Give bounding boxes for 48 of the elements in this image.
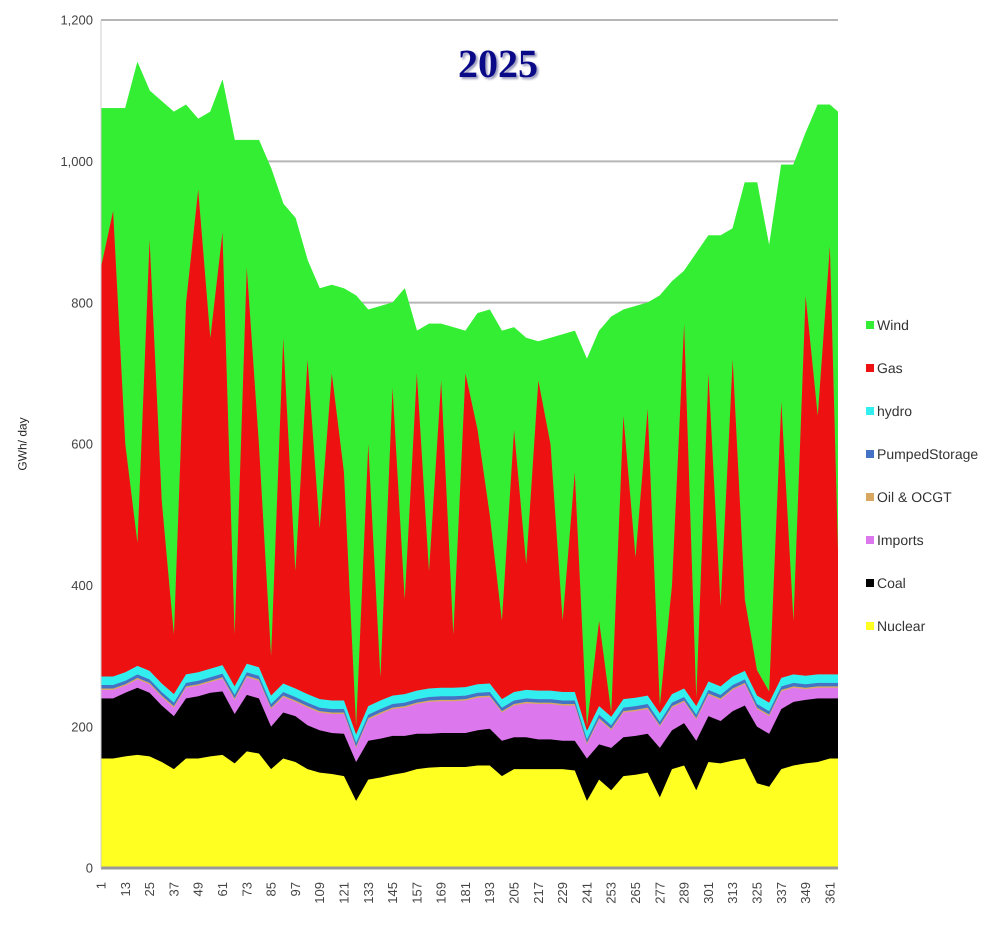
legend-label: hydro: [877, 402, 912, 421]
legend-label: Oil & OCGT: [877, 488, 952, 507]
y-tick-label: 1,000: [60, 154, 93, 169]
legend-label: PumpedStorage: [877, 445, 978, 464]
x-tick-label: 265: [628, 882, 644, 904]
x-tick-label: 277: [652, 882, 668, 904]
x-tick-label: 241: [579, 882, 594, 904]
x-tick-label: 109: [312, 882, 328, 904]
y-tick-label: 1,200: [60, 12, 93, 28]
x-tick-label: 289: [676, 882, 692, 904]
x-tick-label: 229: [555, 882, 570, 904]
y-tick-label: 600: [71, 436, 93, 452]
x-tick-label: 349: [798, 882, 814, 904]
x-tick-label: 361: [822, 882, 838, 904]
x-tick-label: 97: [288, 882, 303, 896]
y-tick-label: 800: [71, 295, 93, 310]
x-tick-label: 37: [166, 882, 182, 896]
y-tick-label: 0: [86, 860, 93, 876]
legend-label: Gas: [877, 359, 903, 378]
x-tick-label: 205: [506, 882, 522, 904]
x-tick-label: 313: [725, 882, 740, 904]
y-tick-label: 400: [71, 578, 93, 593]
x-tick-label: 73: [239, 882, 254, 896]
x-tick-label: 301: [700, 882, 716, 904]
x-tick-label: 145: [385, 882, 400, 904]
legend-label: Wind: [877, 316, 909, 335]
x-tick-label: 253: [604, 882, 619, 904]
x-tick-label: 1: [94, 882, 108, 890]
x-tick-label: 61: [214, 882, 230, 896]
x-tick-label: 337: [774, 882, 789, 904]
y-axis-title: GWh/ day: [15, 417, 30, 471]
legend-label: Coal: [877, 574, 906, 593]
x-tick-label: 325: [750, 882, 765, 904]
x-tick-label: 121: [336, 882, 352, 904]
text: 2025: [457, 40, 539, 87]
x-tick-label: 85: [264, 882, 279, 896]
x-tick-label: 217: [530, 882, 546, 904]
x-tick-label: 169: [434, 882, 449, 904]
x-tick-label: 13: [118, 882, 133, 896]
x-tick-label: 133: [360, 882, 376, 904]
x-tick-label: 25: [142, 882, 158, 896]
x-tick-label: 49: [190, 882, 206, 896]
legend-label: Nuclear: [877, 617, 926, 636]
y-tick-label: 200: [71, 719, 93, 734]
x-tick-label: 181: [458, 882, 473, 904]
legend-label: Imports: [877, 531, 924, 550]
x-tick-label: 193: [482, 882, 498, 904]
x-tick-label: 157: [409, 882, 424, 904]
